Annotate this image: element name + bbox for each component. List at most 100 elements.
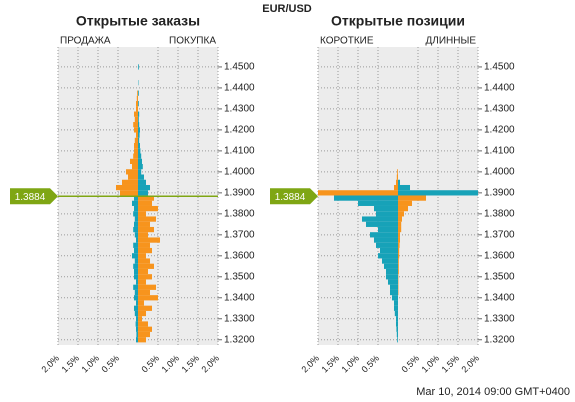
bar (134, 205, 138, 212)
y-tick-label: 1.4400 (224, 83, 255, 94)
bar (138, 289, 150, 296)
bar (362, 216, 398, 222)
bar (138, 158, 142, 164)
bar (370, 232, 398, 238)
bar (135, 321, 138, 327)
bar (122, 179, 138, 185)
bar (366, 221, 398, 227)
bar (138, 179, 146, 185)
side-label: ПРОДАЖА (60, 36, 111, 47)
y-tick-label: 1.3300 (224, 313, 255, 324)
bar (133, 263, 138, 269)
bar (374, 205, 398, 212)
bar (134, 143, 138, 149)
bar (396, 174, 398, 180)
y-tick-label: 1.3500 (484, 271, 515, 282)
bar (398, 195, 426, 201)
bar (138, 331, 150, 338)
bar (138, 64, 139, 70)
bar (134, 216, 138, 222)
bar (138, 137, 140, 144)
bar (134, 258, 138, 264)
bar (138, 310, 146, 317)
bar (394, 310, 398, 317)
bar (138, 284, 156, 290)
bar (138, 174, 144, 180)
bar (398, 200, 412, 206)
bar (138, 247, 152, 254)
bar (138, 305, 152, 311)
footer: Mar 10, 2014 09:00 GMT+0400 (416, 386, 570, 398)
bar (138, 258, 150, 264)
bar (136, 337, 138, 343)
bar (138, 127, 140, 133)
bar (138, 111, 140, 117)
bar (394, 184, 398, 191)
bar (138, 226, 154, 233)
side-label: ПОКУПКА (169, 36, 216, 47)
bar (138, 211, 146, 217)
bar (398, 211, 404, 217)
bar (398, 268, 399, 275)
bar (133, 242, 138, 248)
bar (136, 331, 138, 338)
y-tick-label: 1.4000 (484, 167, 515, 178)
bar (134, 137, 138, 144)
bar (390, 289, 398, 296)
y-tick-label: 1.3700 (224, 229, 255, 240)
bar (138, 253, 146, 259)
bar (398, 205, 408, 212)
chart-title: Открытые позиции (331, 13, 465, 29)
bar (138, 205, 158, 212)
bar (358, 200, 398, 206)
bar (138, 132, 140, 138)
bar (138, 295, 158, 301)
bar (138, 169, 142, 175)
bar (134, 232, 138, 238)
bar (380, 247, 398, 254)
bar (386, 268, 398, 275)
bar (138, 274, 152, 280)
bar (138, 268, 148, 275)
side-label: КОРОТКИЕ (320, 36, 374, 47)
y-tick-label: 1.4100 (224, 146, 255, 157)
y-tick-label: 1.4000 (224, 167, 255, 178)
bar (128, 174, 138, 180)
x-tick-label: 1.5% (60, 353, 82, 375)
bar (134, 148, 138, 154)
bar (136, 101, 138, 107)
bar (138, 190, 148, 196)
x-tick-label: 0.5% (400, 353, 422, 375)
bar (398, 216, 402, 222)
y-tick-label: 1.3700 (484, 229, 515, 240)
bar (138, 143, 140, 149)
bar (134, 305, 138, 311)
bar (120, 190, 138, 196)
bar (138, 321, 148, 327)
bar (138, 116, 139, 123)
bar (138, 216, 156, 222)
bar (136, 106, 138, 112)
bar (133, 226, 138, 233)
chart-title: Открытые заказы (76, 13, 200, 29)
y-tick-label: 1.4100 (484, 146, 515, 157)
y-tick-label: 1.3400 (224, 292, 255, 303)
bar (398, 221, 402, 227)
x-tick-label: 0.5% (140, 353, 162, 375)
price-tag-label: 1.3884 (15, 192, 46, 203)
bar (138, 122, 140, 128)
bar (397, 337, 398, 343)
bar (138, 200, 152, 206)
bar (390, 284, 398, 290)
bar (388, 279, 398, 285)
bar (396, 179, 398, 185)
y-tick-label: 1.4500 (224, 62, 255, 73)
y-tick-label: 1.3800 (484, 208, 515, 219)
bar (398, 258, 399, 264)
bar (392, 295, 398, 301)
x-tick-label: 2.0% (460, 353, 482, 375)
y-tick-label: 1.4200 (484, 125, 515, 136)
bar (398, 226, 402, 233)
bar (396, 331, 398, 338)
